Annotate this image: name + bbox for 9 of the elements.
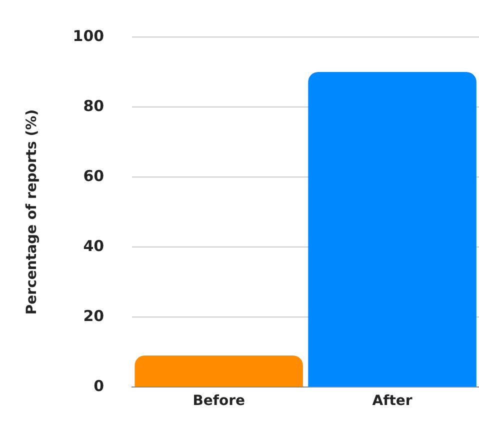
y-tick-label: 100 [72,26,104,45]
y-axis-title: Percentage of reports (%) [24,109,40,315]
x-tick-label: After [372,393,412,410]
x-tick-label: Before [192,393,245,410]
y-tick-label: 20 [83,306,104,325]
y-tick-label: 80 [83,96,104,115]
y-tick-label: 40 [83,236,104,255]
y-tick-label: 0 [94,376,104,395]
y-tick-label: 60 [83,166,104,185]
